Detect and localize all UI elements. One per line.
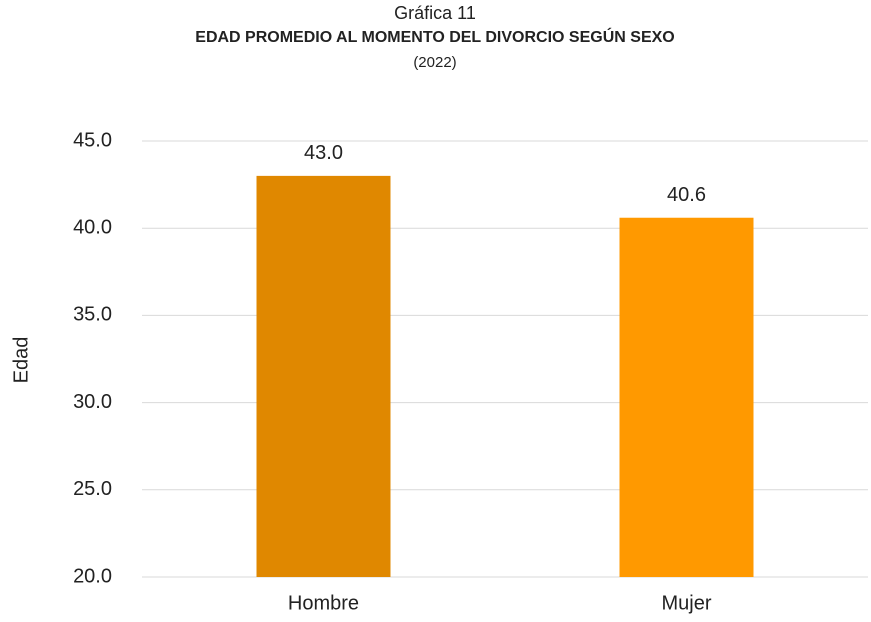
chart-subtitle: EDAD PROMEDIO AL MOMENTO DEL DIVORCIO SE… [195,27,674,46]
x-tick-label: Hombre [288,592,359,614]
data-label: 40.6 [667,184,706,206]
y-tick-label: 45.0 [73,129,112,151]
y-tick-label: 35.0 [73,304,112,326]
y-tick-label: 30.0 [73,391,112,413]
data-label: 43.0 [304,142,343,164]
y-axis-label: Edad [10,337,32,384]
chart-note: (2022) [413,54,456,71]
chart-title: Gráfica 11 [394,3,476,23]
y-tick-label: 40.0 [73,216,112,238]
bar [619,217,754,577]
bar [256,175,391,577]
y-tick-label: 25.0 [73,478,112,500]
x-tick-label: Mujer [661,592,711,614]
y-tick-label: 20.0 [73,565,112,587]
